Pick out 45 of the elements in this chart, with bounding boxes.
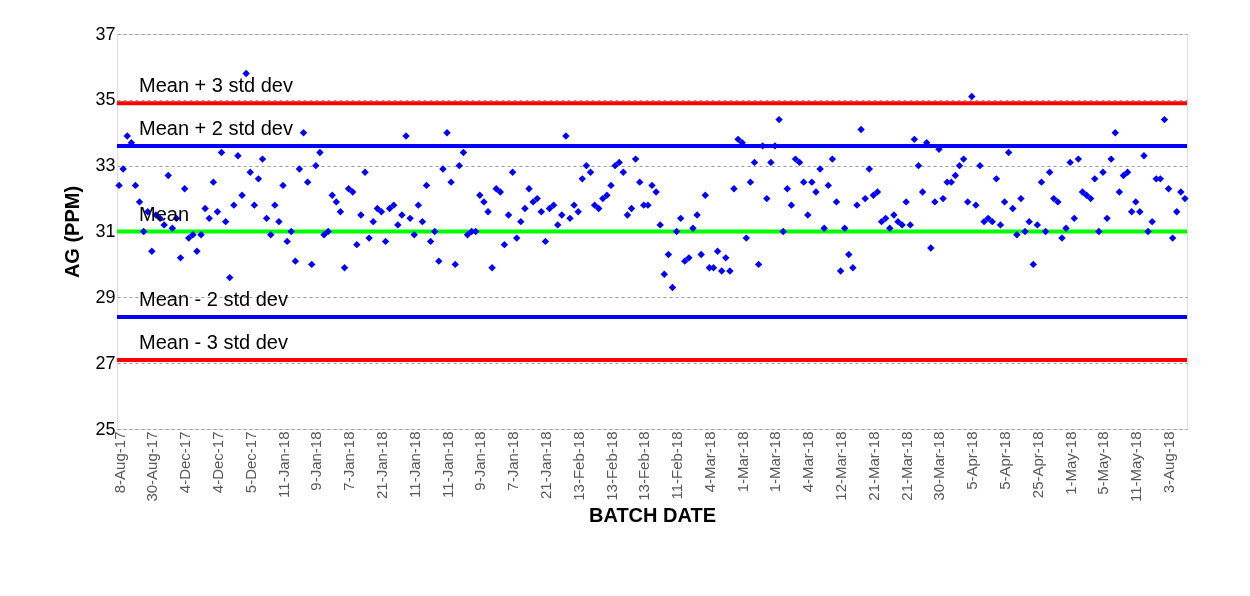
y-tick-label: 37 — [95, 23, 116, 44]
x-tick-label: 1-Mar-18 — [766, 431, 784, 493]
x-tick-label: 30-Aug-17 — [143, 431, 161, 502]
ref-line-label: Mean + 3 std dev — [139, 74, 293, 97]
x-tick-label: 21-Mar-18 — [864, 431, 882, 501]
x-tick-label: 3-Aug-18 — [1160, 431, 1178, 494]
x-tick-label: 13-Feb-18 — [635, 431, 653, 501]
x-tick-label: 5-May-18 — [1094, 431, 1112, 495]
x-tick-label: 13-Feb-18 — [602, 431, 620, 501]
y-tick-label: 33 — [95, 155, 116, 176]
x-tick-label: 11-Feb-18 — [668, 431, 686, 500]
x-tick-label: 21-Jan-18 — [372, 431, 390, 500]
x-tick-label: 7-Jan-18 — [504, 431, 522, 491]
x-tick-label: 5-Apr-18 — [963, 431, 981, 490]
x-tick-label: 11-Jan-18 — [405, 431, 423, 498]
x-tick-label: 25-Apr-18 — [1028, 431, 1046, 499]
x-tick-label: 11-May-18 — [1127, 431, 1145, 503]
y-tick-label: 35 — [95, 89, 116, 110]
x-tick-label: 11-Jan-18 — [274, 431, 292, 498]
x-tick-label: 9-Jan-18 — [471, 431, 489, 491]
x-tick-label: 4-Mar-18 — [700, 431, 718, 493]
x-tick-label: 13-Feb-18 — [569, 431, 587, 501]
y-tick-label: 31 — [95, 221, 116, 241]
x-tick-label: 9-Jan-18 — [307, 431, 325, 491]
y-tick-label: 25 — [95, 418, 116, 439]
x-axis-title: BATCH DATE — [588, 504, 717, 527]
x-tick-label: 7-Jan-18 — [340, 431, 358, 491]
y-tick-label: 27 — [95, 352, 116, 373]
ref-line-label: Mean - 3 std dev — [139, 330, 288, 353]
y-axis-title: AG (PPM) — [61, 185, 84, 279]
x-tick-label: 5-Dec-17 — [241, 431, 259, 494]
x-tick-label: 1-May-18 — [1061, 431, 1079, 495]
x-tick-label: 4-Dec-17 — [176, 431, 194, 494]
x-tick-label: 4-Mar-18 — [799, 431, 817, 493]
x-tick-label: 21-Mar-18 — [897, 431, 915, 501]
ref-line-label: Mean - 2 std dev — [139, 288, 288, 311]
x-tick-label: 11-Jan-18 — [438, 431, 456, 498]
y-tick-label: 29 — [95, 286, 116, 307]
x-tick-label: 30-Mar-18 — [930, 431, 948, 501]
x-tick-label: 12-Mar-18 — [832, 431, 850, 501]
x-tick-label: 5-Apr-18 — [996, 431, 1014, 490]
x-tick-label: 4-Dec-17 — [208, 431, 226, 494]
x-tick-label: 21-Jan-18 — [536, 431, 554, 500]
x-tick-label: 1-Mar-18 — [733, 431, 751, 493]
ref-line-label: Mean + 2 std dev — [139, 116, 293, 139]
